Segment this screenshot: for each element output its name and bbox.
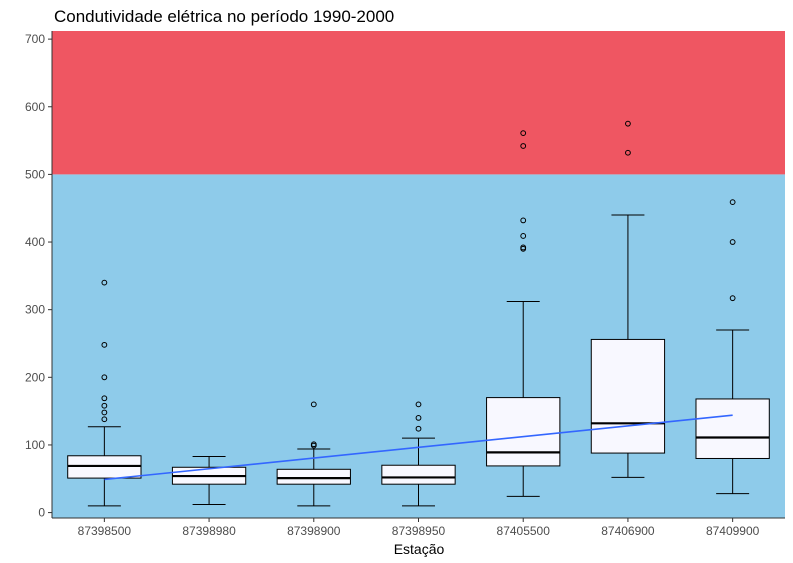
x-tick-label-87406900: 87406900 xyxy=(601,524,655,538)
y-tick-label-500: 500 xyxy=(25,167,45,181)
outlier-87405500-1 xyxy=(520,244,527,251)
outlier-87398500-1 xyxy=(101,409,108,416)
x-tick-label-87405500: 87405500 xyxy=(497,524,551,538)
iqr-box-87398950 xyxy=(381,464,456,485)
outlier-87406900-0 xyxy=(625,149,631,156)
box-87398500 xyxy=(67,279,142,507)
outlier-87398950-1 xyxy=(415,414,422,421)
outlier-87398900-2 xyxy=(310,401,317,408)
chart-title: Condutividade elétrica no período 1990-2… xyxy=(54,7,394,26)
x-tick-label-87398900: 87398900 xyxy=(287,524,341,538)
x-tick-label-87409900: 87409900 xyxy=(706,524,760,538)
x-axis-title: Estação xyxy=(394,541,445,557)
outlier-87405500-4 xyxy=(520,143,527,149)
outlier-87398950-0 xyxy=(415,425,422,432)
iqr-box-87398900 xyxy=(276,468,351,485)
x-tick-label-87398980: 87398980 xyxy=(182,524,236,538)
outlier-87405500-5 xyxy=(520,130,527,137)
outlier-87409900-2 xyxy=(729,199,736,206)
iqr-box-87405500 xyxy=(486,397,561,467)
y-tick-label-600: 600 xyxy=(25,100,45,114)
y-tick-label-300: 300 xyxy=(25,303,45,317)
y-tick-label-0: 0 xyxy=(38,506,45,520)
box-87406900 xyxy=(590,120,666,478)
x-tick-label-87398950: 87398950 xyxy=(392,524,446,538)
outlier-87405500-2 xyxy=(520,233,527,239)
y-tick-label-200: 200 xyxy=(25,370,45,384)
outlier-87398500-6 xyxy=(101,279,108,286)
outlier-87398500-2 xyxy=(101,402,108,409)
y-tick-label-700: 700 xyxy=(25,32,45,46)
band-1 xyxy=(52,31,785,175)
outlier-87409900-0 xyxy=(729,295,736,302)
y-tick-label-100: 100 xyxy=(25,438,45,452)
outlier-87398900-1 xyxy=(310,441,317,448)
outlier-87405500-3 xyxy=(520,217,527,224)
iqr-box-87406900 xyxy=(590,338,666,454)
box-87398980 xyxy=(171,455,247,505)
box-87405500 xyxy=(486,130,561,497)
outlier-87398500-3 xyxy=(101,395,108,402)
box-87409900 xyxy=(695,199,770,495)
iqr-box-87409900 xyxy=(695,398,770,459)
outlier-87406900-1 xyxy=(625,120,631,127)
outlier-87398500-5 xyxy=(101,341,108,348)
trend-line xyxy=(104,414,733,481)
x-tick-label-87398500: 87398500 xyxy=(78,524,132,538)
outlier-87398500-4 xyxy=(101,374,108,381)
plot-area: 0 100 200 300 400 500 600 700 87398500 87398980 87… xyxy=(25,31,785,538)
outlier-87409900-1 xyxy=(729,239,736,245)
box-87398950 xyxy=(381,401,456,507)
box-87398900 xyxy=(276,401,351,507)
outlier-87398950-2 xyxy=(415,401,422,408)
outlier-87398500-0 xyxy=(101,416,108,423)
y-tick-label-400: 400 xyxy=(25,235,45,249)
